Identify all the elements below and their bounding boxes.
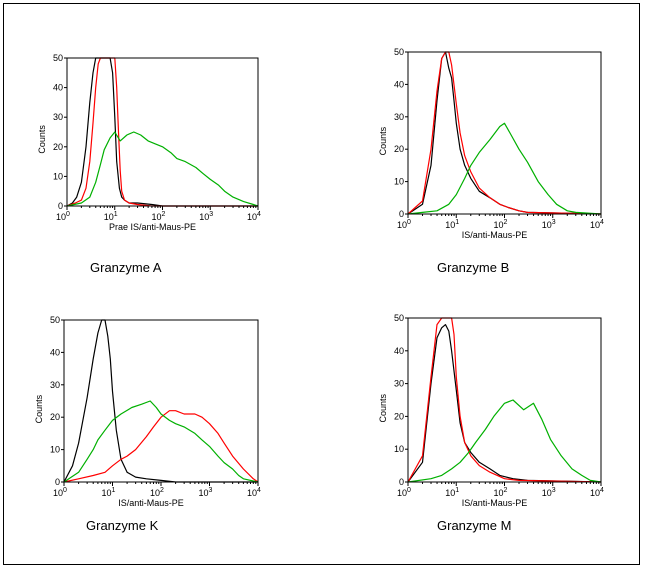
y-tick-label: 10: [50, 445, 60, 455]
y-tick-label: 50: [53, 53, 63, 63]
x-tick-label: 102: [150, 487, 164, 498]
histogram-series-2: [407, 317, 602, 483]
x-tick-label: 101: [445, 219, 459, 230]
y-tick-label: 10: [394, 177, 404, 187]
histogram-series-3: [407, 122, 602, 215]
histogram-series-1: [407, 51, 602, 215]
y-tick-label: 50: [50, 315, 60, 325]
y-tick-label: 0: [399, 209, 404, 219]
y-tick-label: 20: [394, 144, 404, 154]
y-tick-label: 20: [53, 142, 63, 152]
y-tick-label: 40: [394, 346, 404, 356]
y-tick-label: 20: [394, 411, 404, 421]
y-tick-label: 0: [58, 201, 63, 211]
plot-box: [63, 319, 259, 483]
y-axis-label: Counts: [378, 126, 388, 155]
x-tick-label: 101: [104, 211, 118, 222]
x-tick-label: 103: [199, 211, 213, 222]
panel-title: Granzyme B: [437, 260, 509, 275]
x-tick-label: 102: [152, 211, 166, 222]
y-tick-label: 0: [55, 477, 60, 487]
x-tick-label: 102: [494, 487, 508, 498]
x-tick-label: 102: [494, 219, 508, 230]
x-tick-label: 103: [542, 487, 556, 498]
y-axis-label: Counts: [37, 125, 47, 154]
y-tick-label: 0: [399, 477, 404, 487]
plot-box: [407, 51, 602, 215]
histogram-series-1: [63, 319, 258, 483]
x-tick-label: 104: [590, 219, 604, 230]
histogram-series-2: [63, 410, 259, 483]
y-tick-label: 50: [394, 313, 404, 323]
x-tick-label: 103: [542, 219, 556, 230]
x-axis-label: IS/anti-Maus-PE: [118, 498, 184, 508]
y-axis-label: Counts: [378, 393, 388, 422]
histogram-panel-4: 0 10 20 30 40 50 100 101 102 103 104 IS/anti-Maus-P…: [378, 313, 604, 533]
x-tick-label: 104: [247, 211, 261, 222]
histogram-series-2: [407, 51, 602, 215]
histogram-panel-1: 0 10 20 30 40 50 100 101 102 103 104 Prae IS/anti-M…: [37, 53, 261, 275]
x-tick-label: 103: [199, 487, 213, 498]
x-tick-label: 104: [247, 487, 261, 498]
x-axis-label: IS/anti-Maus-PE: [462, 230, 528, 240]
y-tick-label: 30: [394, 379, 404, 389]
x-tick-label: 101: [445, 487, 459, 498]
y-tick-label: 40: [394, 79, 404, 89]
x-tick-label: 100: [397, 219, 411, 230]
figure-frame: [3, 3, 640, 565]
histogram-series-3: [66, 131, 259, 207]
y-tick-label: 10: [394, 444, 404, 454]
panel-title: Granzyme A: [90, 260, 162, 275]
x-tick-label: 100: [397, 487, 411, 498]
x-tick-label: 100: [56, 211, 70, 222]
x-axis-label: IS/anti-Maus-PE: [462, 498, 528, 508]
y-tick-label: 30: [394, 112, 404, 122]
panel-title: Granzyme M: [437, 518, 511, 533]
panel-title: Granzyme K: [86, 518, 159, 533]
y-tick-label: 40: [53, 83, 63, 93]
y-axis-label: Counts: [34, 394, 44, 423]
y-tick-label: 20: [50, 412, 60, 422]
histogram-series-1: [407, 324, 602, 483]
y-tick-label: 30: [53, 112, 63, 122]
histogram-series-3: [63, 400, 259, 483]
histogram-panel-3: 0 10 20 30 40 50 100 101 102 103 104 IS/anti-Maus-P…: [34, 315, 261, 533]
y-tick-label: 10: [53, 171, 63, 181]
x-tick-label: 100: [53, 487, 67, 498]
y-tick-label: 30: [50, 380, 60, 390]
histogram-series-3: [407, 399, 602, 483]
y-tick-label: 50: [394, 47, 404, 57]
x-tick-label: 101: [102, 487, 116, 498]
histogram-series-1: [66, 57, 258, 207]
x-axis-label: Prae IS/anti-Maus-PE: [109, 222, 196, 232]
y-tick-label: 40: [50, 347, 60, 357]
x-tick-label: 104: [590, 487, 604, 498]
histogram-panel-2: 0 10 20 30 40 50 100 101 102 103 104 IS/anti-Maus-P…: [378, 47, 604, 275]
